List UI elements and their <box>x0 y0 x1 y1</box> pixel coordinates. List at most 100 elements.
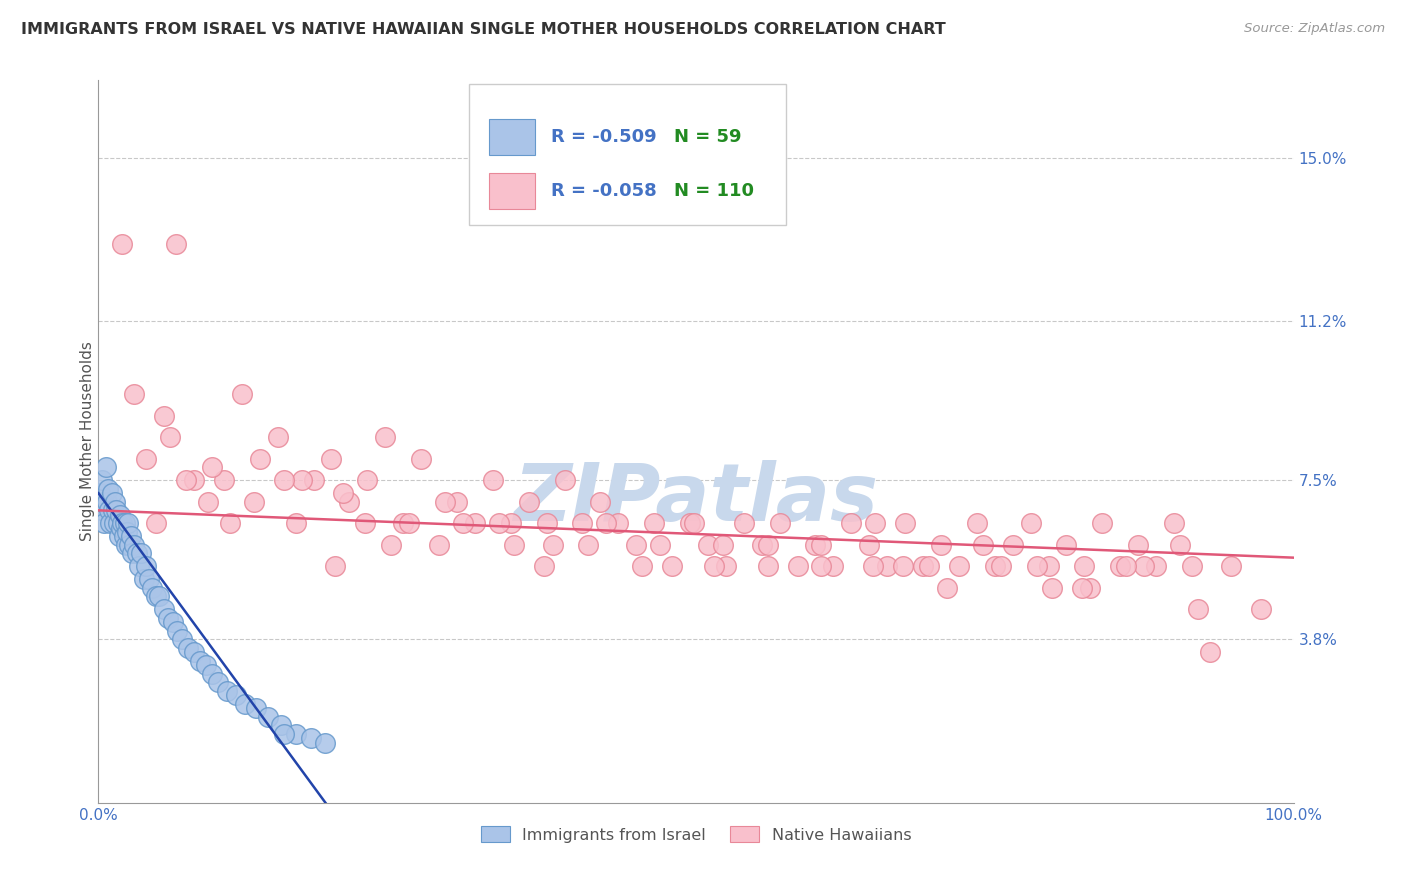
Bar <box>489 119 534 154</box>
Point <box>911 559 934 574</box>
Point <box>104 494 127 508</box>
Point <box>786 559 808 574</box>
Point <box>207 675 229 690</box>
Point <box>107 529 129 543</box>
Point <box>166 624 188 638</box>
Point <box>810 538 832 552</box>
Point <box>299 731 322 746</box>
Point <box>231 387 253 401</box>
Point <box>121 546 143 560</box>
Point <box>607 516 630 531</box>
Point <box>270 718 292 732</box>
Point <box>804 538 827 552</box>
Point <box>858 538 880 552</box>
Point <box>153 409 176 423</box>
Point <box>165 236 187 251</box>
Point <box>1115 559 1137 574</box>
Point <box>98 503 121 517</box>
Point <box>124 538 146 552</box>
Point <box>112 529 135 543</box>
Point <box>105 503 128 517</box>
Point <box>1038 559 1060 574</box>
Point <box>1080 581 1102 595</box>
Point <box>733 516 755 531</box>
Point <box>159 430 181 444</box>
Point <box>197 494 219 508</box>
Point <box>643 516 665 531</box>
Point <box>503 538 526 552</box>
Point <box>91 494 114 508</box>
Point <box>751 538 773 552</box>
Point <box>174 473 197 487</box>
Point <box>1181 559 1204 574</box>
Point <box>392 516 415 531</box>
Point <box>541 538 564 552</box>
Point <box>679 516 702 531</box>
Point <box>533 559 555 574</box>
Point <box>90 503 112 517</box>
Text: R = -0.509: R = -0.509 <box>551 128 657 145</box>
Point <box>153 602 176 616</box>
Point <box>713 538 735 552</box>
Point <box>217 684 239 698</box>
Point <box>578 538 600 552</box>
Point <box>323 559 346 574</box>
Point <box>103 516 125 531</box>
Point <box>135 559 157 574</box>
Point <box>273 473 295 487</box>
Point <box>823 559 845 574</box>
Point <box>98 516 122 531</box>
Point <box>1073 559 1095 574</box>
Point <box>89 486 111 500</box>
Point <box>245 701 267 715</box>
Point <box>249 451 271 466</box>
Point <box>1220 559 1243 574</box>
Point <box>876 559 898 574</box>
Point <box>356 473 378 487</box>
Point <box>120 529 142 543</box>
Point <box>1109 559 1132 574</box>
Point <box>1199 645 1222 659</box>
Text: ZIPatlas: ZIPatlas <box>513 460 879 539</box>
Point <box>756 538 779 552</box>
Text: N = 59: N = 59 <box>675 128 742 145</box>
Point <box>284 516 307 531</box>
Point <box>1056 538 1078 552</box>
Point <box>267 430 290 444</box>
Point <box>682 516 704 531</box>
Point <box>108 508 131 522</box>
Point <box>100 486 122 500</box>
Point <box>110 520 132 534</box>
Point <box>1019 516 1042 531</box>
Point <box>183 645 205 659</box>
Point <box>131 546 153 560</box>
Point <box>536 516 558 531</box>
Point <box>1001 538 1024 552</box>
Text: N = 110: N = 110 <box>675 182 755 200</box>
Bar <box>489 173 534 209</box>
Point <box>332 486 354 500</box>
Point <box>145 590 167 604</box>
Point <box>571 516 593 531</box>
Point <box>212 473 235 487</box>
Point <box>111 516 134 531</box>
Point <box>97 482 120 496</box>
Point <box>398 516 420 531</box>
Point <box>114 516 136 531</box>
Point <box>156 611 179 625</box>
Point <box>1168 538 1191 552</box>
Y-axis label: Single Mother Households: Single Mother Households <box>80 342 94 541</box>
Point <box>117 516 139 531</box>
Point <box>865 516 887 531</box>
Point <box>235 697 257 711</box>
Point <box>374 430 396 444</box>
Point <box>148 590 170 604</box>
Point <box>481 473 505 487</box>
Point <box>756 559 779 574</box>
Point <box>894 516 917 531</box>
Point <box>201 666 224 681</box>
Point <box>661 559 683 574</box>
Point <box>118 538 141 552</box>
Point <box>446 494 468 508</box>
Point <box>1163 516 1185 531</box>
